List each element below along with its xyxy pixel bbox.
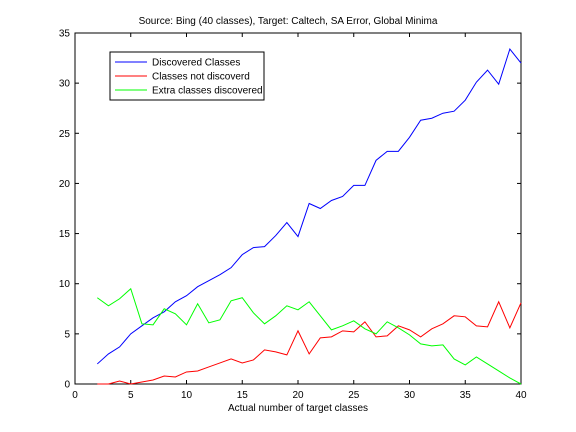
x-tick-label: 10 [181,390,193,401]
y-tick-label: 20 [59,179,71,190]
x-axis-label: Actual number of target classes [228,403,368,414]
y-axis: 0 5 10 15 20 25 30 35 [59,29,521,391]
x-tick-label: 30 [404,390,416,401]
x-tick-label: 25 [348,390,360,401]
legend: Discovered Classes Classes not discoverd… [109,51,265,101]
y-tick-label: 30 [59,79,71,90]
y-tick-label: 15 [59,229,71,240]
series-line-classes-not-discovered [97,300,522,385]
series-line-extra-classes-discovered [97,287,522,385]
chart-title: Source: Bing (40 classes), Target: Calte… [139,16,438,27]
legend-label-discovered: Discovered Classes [152,58,240,69]
legend-label-not-discovered: Classes not discoverd [152,72,250,83]
y-tick-label: 0 [64,380,70,391]
series-line-discovered-classes [96,48,522,365]
y-tick-label: 10 [59,279,71,290]
x-tick-label: 40 [515,390,527,401]
x-tick-label: 15 [237,390,249,401]
legend-label-extra: Extra classes discovered [152,86,263,97]
x-tick-label: 20 [292,390,304,401]
x-tick-label: 0 [72,390,78,401]
y-tick-label: 5 [64,329,70,340]
x-axis: 0 5 10 15 20 25 30 35 40 [72,33,527,401]
y-tick-label: 35 [59,29,71,40]
series-group [96,48,522,385]
x-tick-label: 35 [460,390,472,401]
y-tick-label: 25 [59,129,71,140]
x-tick-label: 5 [128,390,134,401]
